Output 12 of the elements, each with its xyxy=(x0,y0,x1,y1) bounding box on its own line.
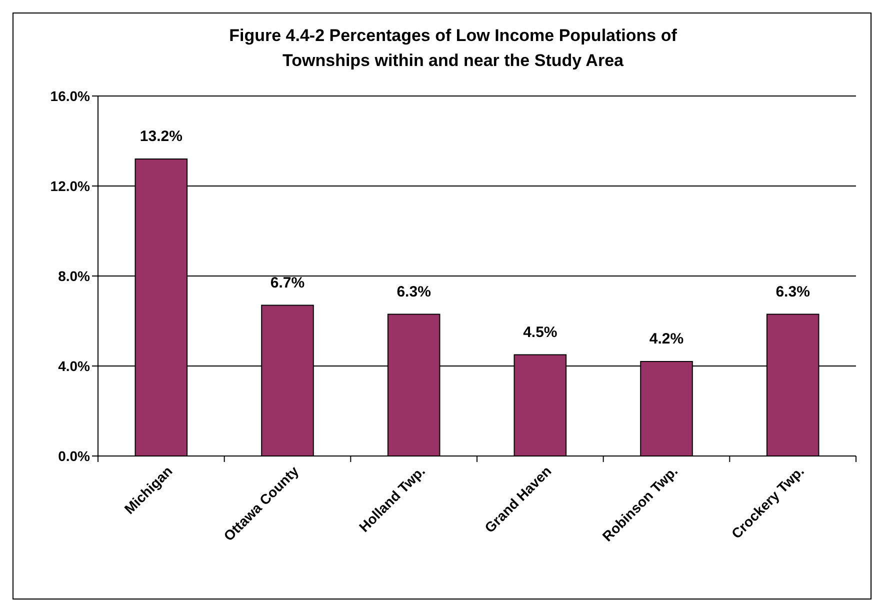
data-label: 6.3% xyxy=(396,283,431,300)
data-label: 13.2% xyxy=(140,128,182,145)
data-label: 4.2% xyxy=(649,330,684,348)
data-label: 4.5% xyxy=(523,324,558,341)
y-tick-label: 0.0% xyxy=(58,448,91,464)
y-tick-label: 16.0% xyxy=(50,88,91,104)
chart-title: Figure 4.4-2 Percentages of Low Income Populations of Townships within and near the Study Area xyxy=(229,26,678,70)
data-label: 6.7% xyxy=(270,274,305,292)
y-tick-label: 4.0% xyxy=(58,358,91,374)
y-tick-label: 8.0% xyxy=(58,268,91,284)
data-label: 6.3% xyxy=(776,283,810,300)
y-tick-label: 12.0% xyxy=(50,178,91,194)
